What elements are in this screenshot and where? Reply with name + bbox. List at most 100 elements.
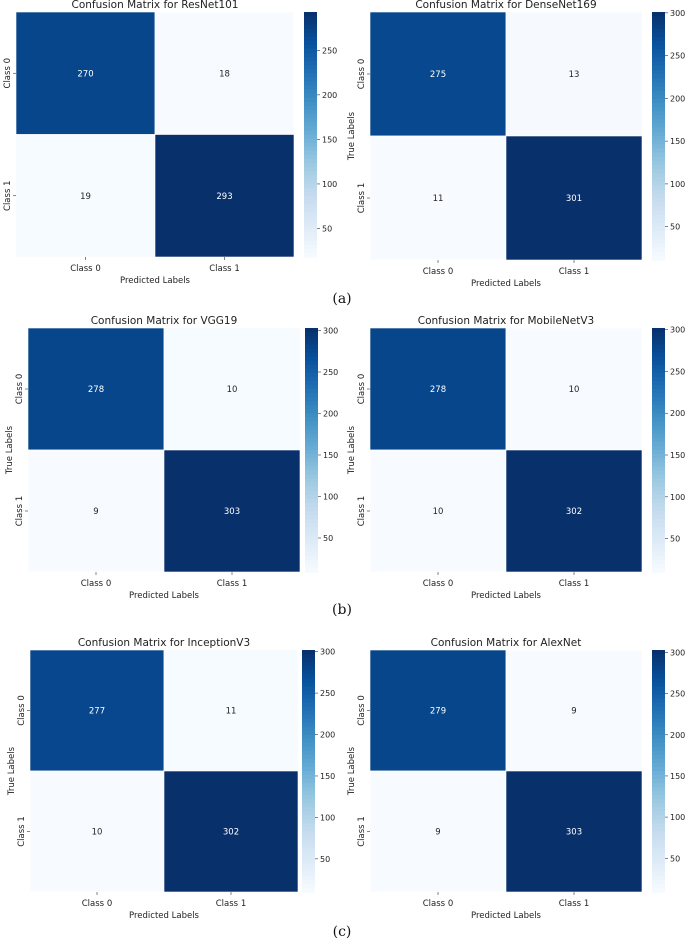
colorbar-segment bbox=[305, 555, 318, 561]
colorbar-segment bbox=[652, 198, 665, 203]
x-tick-label: Class 0 bbox=[81, 579, 111, 589]
colorbar-segment bbox=[302, 754, 315, 760]
y-tick-label: Class 0 bbox=[357, 59, 367, 89]
y-tick-label: Class 1 bbox=[15, 496, 25, 526]
colorbar-segment bbox=[652, 730, 665, 736]
colorbar-segment bbox=[652, 843, 665, 849]
cell-value-label: 270 bbox=[77, 69, 93, 79]
confusion-matrix-panel: Confusion Matrix for AlexNet 279 9 9 303 Clas… bbox=[347, 637, 685, 921]
colorbar-segment bbox=[652, 123, 665, 129]
colorbar-segment bbox=[305, 397, 318, 402]
colorbar-segment bbox=[652, 409, 665, 414]
heatmap-cell bbox=[27, 327, 165, 451]
colorbar-segment bbox=[652, 787, 665, 792]
x-tick-label: Class 0 bbox=[423, 899, 453, 909]
colorbar-segment bbox=[305, 376, 318, 382]
colorbar-segment bbox=[652, 490, 665, 496]
colorbar-segment bbox=[302, 811, 315, 816]
colorbar-segment bbox=[652, 429, 665, 435]
colorbar-segment bbox=[652, 815, 665, 820]
colorbar-tick-label: 250 bbox=[323, 368, 338, 377]
colorbar-tick-label: 200 bbox=[322, 91, 337, 100]
x-tick-label: Class 0 bbox=[82, 899, 112, 909]
colorbar-segment bbox=[652, 352, 665, 358]
colorbar-segment bbox=[652, 879, 665, 885]
colorbar-segment bbox=[652, 348, 665, 353]
colorbar-segment bbox=[652, 231, 665, 236]
colorbar-segment bbox=[304, 224, 317, 230]
cell-value-label: 303 bbox=[224, 507, 240, 517]
colorbar-segment bbox=[652, 807, 665, 812]
colorbar-segment bbox=[652, 107, 665, 112]
colorbar-segment bbox=[652, 795, 665, 800]
cell-value-label: 303 bbox=[566, 828, 582, 838]
colorbar-segment bbox=[652, 859, 665, 865]
colorbar-segment bbox=[652, 61, 665, 67]
colorbar-segment bbox=[652, 462, 665, 467]
colorbar-segment bbox=[304, 175, 317, 181]
colorbar-tick-label: 50 bbox=[323, 534, 333, 543]
colorbar-segment bbox=[652, 177, 665, 183]
colorbar-segment bbox=[652, 722, 665, 728]
y-tick-label: Class 1 bbox=[17, 816, 27, 846]
colorbar-segment bbox=[652, 90, 665, 96]
heatmap-cell bbox=[163, 649, 299, 772]
colorbar-segment bbox=[652, 754, 665, 760]
colorbar-segment bbox=[652, 527, 665, 532]
colorbar-tick-label: 200 bbox=[670, 94, 685, 103]
colorbar-segment bbox=[652, 152, 665, 158]
colorbar-segment bbox=[302, 650, 315, 655]
subfigure-caption: (a) bbox=[332, 291, 351, 307]
colorbar-segment bbox=[304, 101, 317, 107]
colorbar-tick-label: 200 bbox=[323, 409, 338, 418]
colorbar-segment bbox=[305, 531, 318, 536]
colorbar-segment bbox=[652, 535, 665, 541]
colorbar-segment bbox=[304, 61, 317, 66]
y-tick-label: Class 1 bbox=[357, 816, 367, 846]
cell-value-label: 10 bbox=[92, 828, 103, 838]
colorbar-segment bbox=[304, 142, 317, 148]
cell-value-label: 11 bbox=[433, 194, 444, 204]
colorbar-segment bbox=[305, 515, 318, 520]
confusion-matrix-panel: Confusion Matrix for MobileNetV3 278 10 10 3… bbox=[347, 315, 685, 601]
colorbar-segment bbox=[652, 454, 665, 459]
colorbar-segment bbox=[652, 389, 665, 394]
colorbar-segment bbox=[652, 214, 665, 220]
colorbar-segment bbox=[652, 494, 665, 500]
colorbar-segment bbox=[305, 429, 318, 435]
colorbar-segment bbox=[302, 666, 315, 671]
colorbar-segment bbox=[305, 380, 318, 386]
colorbar-segment bbox=[652, 871, 665, 877]
colorbar-segment bbox=[305, 458, 318, 463]
colorbar-segment bbox=[652, 658, 665, 663]
colorbar-segment bbox=[652, 799, 665, 804]
colorbar-segment bbox=[652, 674, 665, 679]
colorbar-segment bbox=[652, 686, 665, 691]
cell-value-label: 302 bbox=[223, 828, 239, 838]
colorbar-segment bbox=[302, 714, 315, 720]
colorbar-tick-label: 50 bbox=[670, 854, 680, 863]
colorbar-segment bbox=[652, 36, 665, 42]
colorbar-segment bbox=[304, 48, 317, 54]
colorbar-segment bbox=[304, 154, 317, 160]
colorbar-segment bbox=[652, 706, 665, 712]
cell-value-label: 9 bbox=[93, 507, 98, 517]
colorbar-segment bbox=[652, 45, 665, 50]
colorbar-segment bbox=[302, 847, 315, 853]
colorbar-tick-label: 50 bbox=[670, 223, 680, 232]
colorbar-segment bbox=[302, 706, 315, 712]
colorbar-segment bbox=[652, 654, 665, 659]
colorbar-segment bbox=[652, 413, 665, 419]
colorbar-segment bbox=[652, 397, 665, 402]
colorbar-segment bbox=[652, 405, 665, 410]
colorbar-segment bbox=[304, 85, 317, 91]
colorbar-segment bbox=[652, 111, 665, 116]
colorbar-segment bbox=[652, 474, 665, 480]
colorbar-segment bbox=[304, 195, 317, 201]
colorbar-segment bbox=[652, 666, 665, 671]
colorbar-segment bbox=[652, 742, 665, 748]
colorbar-segment bbox=[652, 57, 665, 63]
y-axis-label: True Labels bbox=[5, 425, 15, 475]
y-tick-label: Class 1 bbox=[3, 181, 13, 211]
colorbar-segment bbox=[304, 216, 317, 221]
